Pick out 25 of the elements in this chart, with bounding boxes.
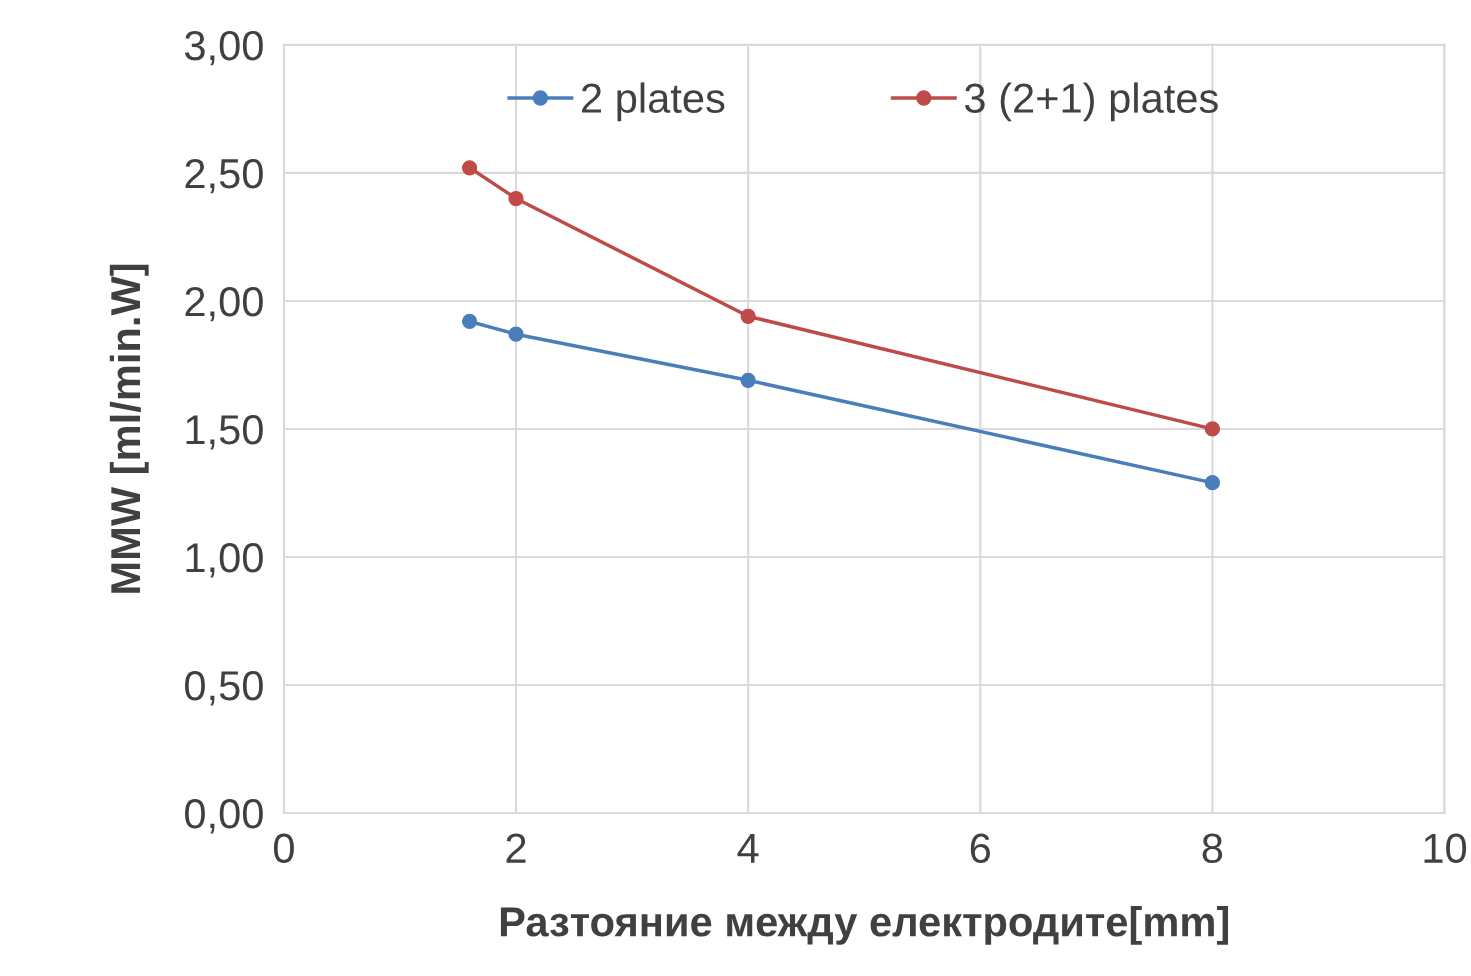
y-tick-label: 1,50 bbox=[186, 414, 263, 450]
point bbox=[1204, 475, 1221, 491]
point bbox=[461, 313, 478, 330]
y-tick-label: 2,00 bbox=[185, 286, 263, 322]
x-tick-label: 6 bbox=[970, 833, 991, 864]
y-tick-label: 0,50 bbox=[185, 670, 263, 706]
y-tick-label: 1,00 bbox=[186, 542, 263, 578]
point bbox=[508, 190, 524, 207]
y-tick-label: 2,50 bbox=[185, 158, 263, 194]
point bbox=[740, 308, 756, 324]
y-tick-label: 0,00 bbox=[185, 799, 263, 834]
y-tick-label: 3,00 bbox=[184, 30, 263, 66]
point bbox=[740, 372, 756, 388]
point bbox=[508, 326, 524, 342]
y-axis-title: MMW [ml/min.W] bbox=[109, 264, 149, 593]
x-tick-label: 8 bbox=[1202, 833, 1223, 864]
x-tick-label: 2 bbox=[506, 833, 526, 863]
x-tick-label: 10 bbox=[1424, 833, 1467, 864]
x-axis-title: Разтояние между електродите[mm] bbox=[500, 906, 1228, 945]
point bbox=[1204, 421, 1221, 437]
x-tick-label: 0 bbox=[273, 833, 294, 864]
legend-label: 3 (2+1) plates bbox=[964, 82, 1218, 122]
x-tick-label: 4 bbox=[737, 833, 759, 863]
point bbox=[461, 160, 478, 176]
legend-label: 2 plates bbox=[582, 82, 725, 122]
